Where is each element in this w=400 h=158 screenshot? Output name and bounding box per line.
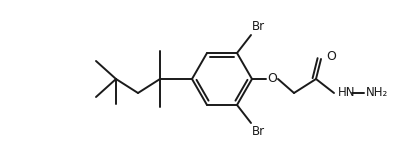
Text: HN: HN <box>338 86 356 100</box>
Text: NH₂: NH₂ <box>366 86 388 100</box>
Text: O: O <box>326 51 336 64</box>
Text: O: O <box>267 73 277 85</box>
Text: Br: Br <box>252 125 265 138</box>
Text: Br: Br <box>252 20 265 33</box>
